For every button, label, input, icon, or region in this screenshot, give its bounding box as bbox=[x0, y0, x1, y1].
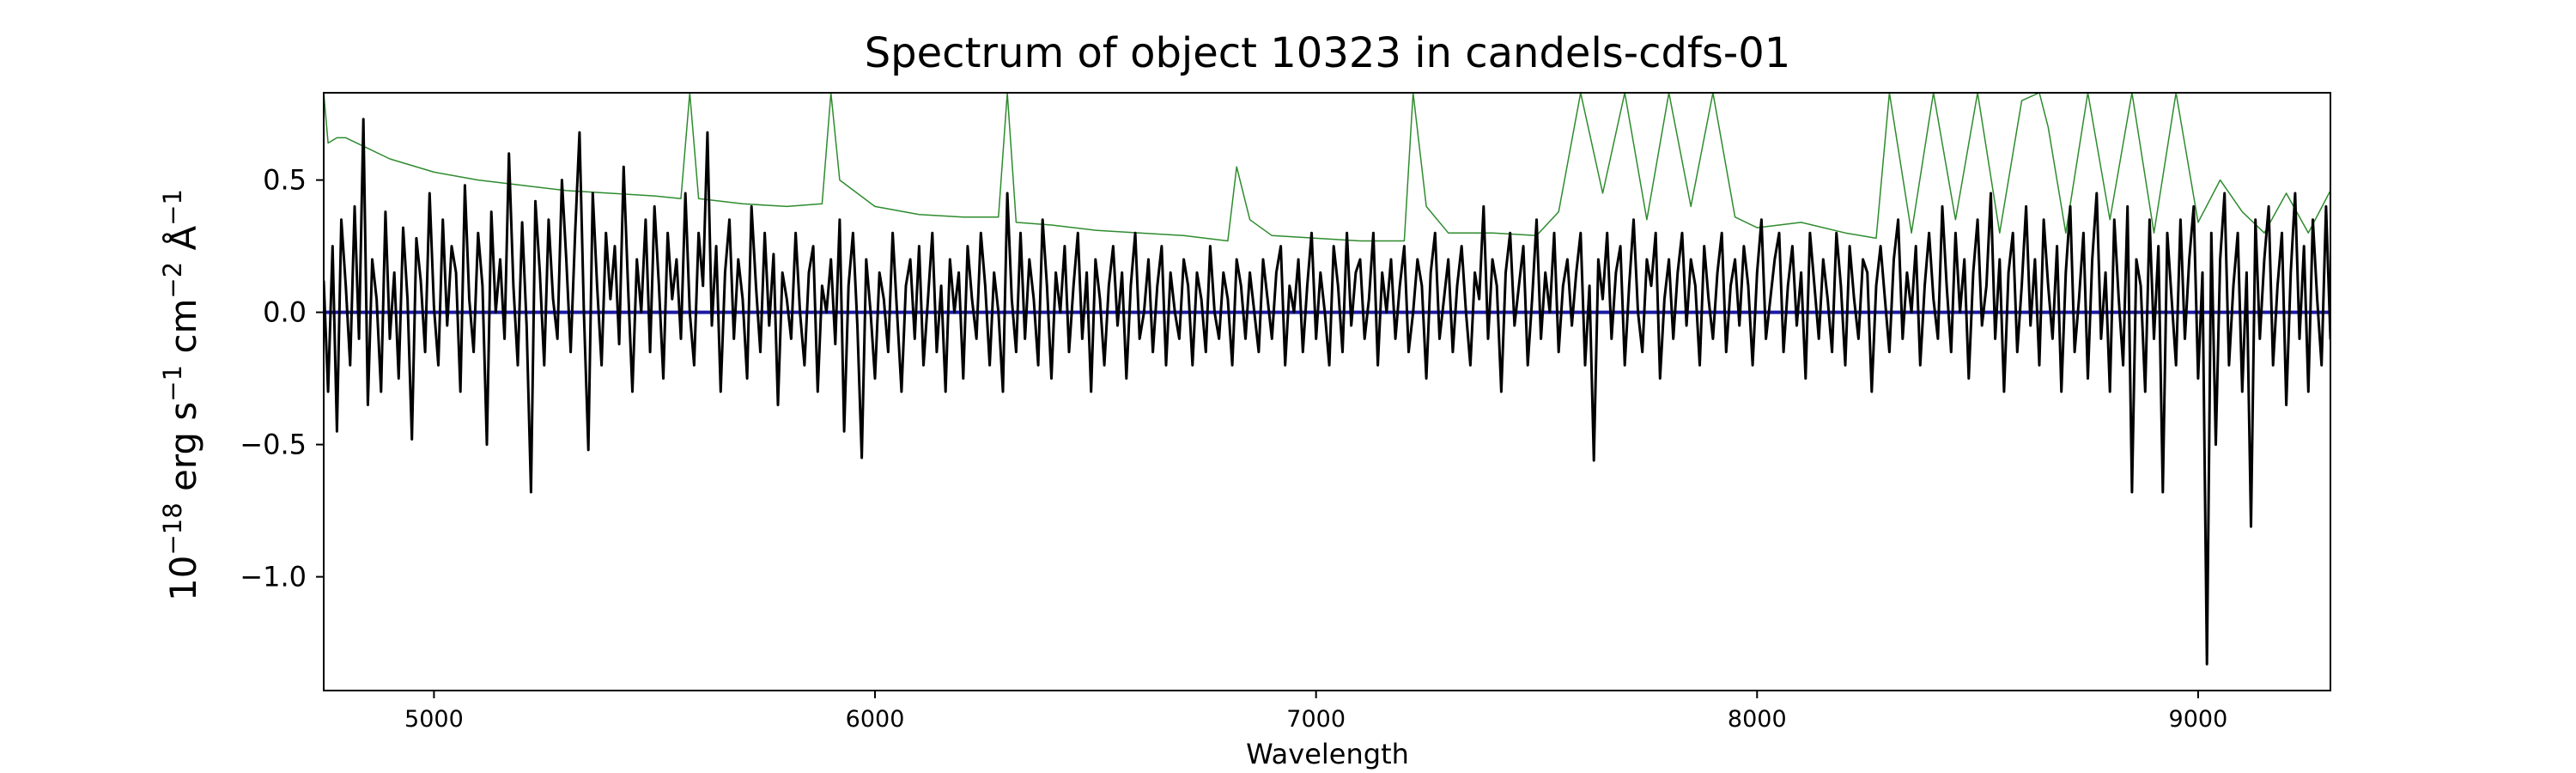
y-axis-label-exponent: −2 bbox=[158, 262, 187, 299]
y-axis-label-exponent: −1 bbox=[158, 189, 187, 226]
chart-title: Spectrum of object 10323 in candels-cdfs… bbox=[865, 29, 1791, 77]
y-axis-label-part: Å bbox=[161, 226, 204, 262]
x-tick-label: 8000 bbox=[1728, 706, 1787, 733]
x-tick-label: 7000 bbox=[1286, 706, 1346, 733]
y-axis-label-part: 10 bbox=[162, 556, 204, 601]
y-axis-label-exponent: −18 bbox=[158, 502, 187, 555]
y-tick-label: 0.0 bbox=[263, 296, 307, 329]
x-tick-label: 9000 bbox=[2169, 706, 2228, 733]
y-tick-label: −1.0 bbox=[240, 561, 307, 593]
y-axis-label: 10−18 erg s−1 cm−2 Å−1 bbox=[158, 189, 204, 601]
series-line-error bbox=[324, 93, 2330, 242]
plot-frame bbox=[323, 92, 2331, 691]
y-tick-label: 0.5 bbox=[263, 164, 307, 197]
y-tick-label: −0.5 bbox=[240, 429, 307, 461]
y-axis-label-part: erg s bbox=[162, 402, 204, 503]
series-line-flux bbox=[324, 118, 2330, 666]
y-axis-label-exponent: −1 bbox=[158, 365, 187, 402]
x-axis-label: Wavelength bbox=[1246, 738, 1409, 770]
series-group bbox=[324, 93, 2330, 666]
x-tick-label: 5000 bbox=[404, 706, 464, 733]
x-tick-label: 6000 bbox=[846, 706, 905, 733]
y-axis-label-part: cm bbox=[162, 299, 204, 365]
plot-area: 5000 6000 7000 8000 9000 −1.0 −0.5 0.0 0.5 bbox=[240, 92, 2331, 733]
